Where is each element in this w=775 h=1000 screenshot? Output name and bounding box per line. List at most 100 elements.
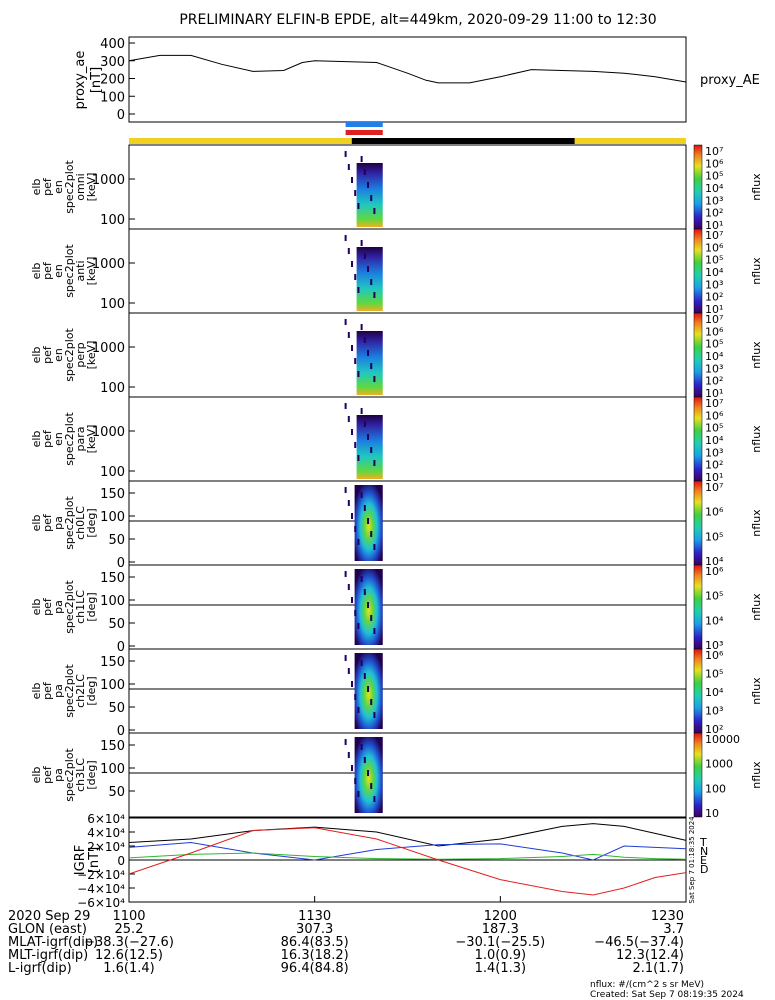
colorbar-tick-label: 10¹ bbox=[705, 387, 723, 400]
spectrogram-speckle bbox=[370, 699, 373, 705]
spectrogram-ylabel-line: elb bbox=[30, 431, 43, 448]
spectrogram-ytick-label: 100 bbox=[100, 510, 125, 525]
ephemeris-value: 1100 bbox=[112, 909, 145, 924]
spectrogram-ylabel-line: spec2plot bbox=[63, 328, 76, 382]
spectrogram-ytick-label: 1000 bbox=[92, 425, 125, 440]
igrf-line-N bbox=[128, 841, 687, 861]
colorbar-label: nflux bbox=[750, 257, 763, 285]
ephemeris-value: 12.3(12.4) bbox=[616, 948, 684, 963]
spectrogram-speckle bbox=[357, 791, 360, 797]
spectrogram-ytick-label: 150 bbox=[100, 739, 125, 754]
proxy-ae-ylabel: proxy_ae bbox=[73, 51, 88, 110]
colorbar-tick-label: 10³ bbox=[705, 278, 723, 291]
spectrogram-ytick-label: 100 bbox=[100, 213, 125, 228]
ephemeris-row-label: GLON (east) bbox=[8, 922, 87, 937]
colorbar bbox=[693, 480, 703, 566]
spectrogram-ylabel-line: spec2plot bbox=[63, 412, 76, 466]
spectrogram-speckle bbox=[360, 744, 363, 750]
spectrogram-data bbox=[356, 415, 383, 479]
colorbar-tick-label: 100 bbox=[705, 782, 726, 795]
ephemeris-value: 96.4(84.8) bbox=[281, 961, 349, 976]
spectrogram-ytick-label: 0 bbox=[117, 556, 125, 571]
colorbar-tick-label: 10⁴ bbox=[705, 686, 724, 699]
ephemeris-value: 307.3 bbox=[296, 922, 333, 937]
spectrogram-speckle bbox=[351, 345, 354, 351]
spectrogram-speckle bbox=[344, 235, 347, 241]
colorbar-tick-label: 10⁶ bbox=[705, 409, 724, 422]
spectrogram-ylabel-line: pa bbox=[52, 684, 65, 698]
spectrogram-ylabel-line: elb bbox=[30, 347, 43, 364]
colorbar-tick-label: 10² bbox=[705, 723, 723, 736]
igrf-ytick-label: −4×10⁴ bbox=[77, 882, 125, 896]
colorbar-tick-label: 10² bbox=[705, 375, 723, 388]
spectrogram-speckle bbox=[370, 531, 373, 537]
colorbar-tick-label: 10³ bbox=[705, 362, 723, 375]
spectrogram-data bbox=[356, 331, 383, 395]
spectrogram-speckle bbox=[347, 668, 350, 674]
spectrogram-speckle bbox=[357, 287, 360, 293]
spectrogram-ylabel-line: pef bbox=[41, 261, 54, 280]
spectrogram-ytick-label: 100 bbox=[100, 381, 125, 396]
spectrogram-ylabel-line: [deg] bbox=[85, 592, 98, 621]
colorbar-tick-label: 10⁷ bbox=[705, 397, 723, 410]
spectrogram-ytick-label: 100 bbox=[100, 678, 125, 693]
colorbar-tick-label: 10³ bbox=[705, 639, 723, 652]
spectrogram-speckle bbox=[373, 460, 376, 466]
spectrogram-speckle bbox=[347, 500, 350, 506]
spectrogram-ytick-label: 150 bbox=[100, 655, 125, 670]
science-zone-red-bar bbox=[345, 130, 383, 135]
colorbar-tick-label: 10¹ bbox=[705, 471, 723, 484]
colorbar-tick-label: 1000 bbox=[705, 758, 733, 771]
ephemeris-value: 1.4(1.3) bbox=[475, 961, 527, 976]
colorbar-label: nflux bbox=[750, 425, 763, 453]
spectrogram-speckle bbox=[373, 292, 376, 298]
colorbar-tick-label: 10 bbox=[705, 807, 719, 820]
spectrogram-ylabel-line: spec2plot bbox=[63, 664, 76, 718]
colorbar-tick-label: 10⁵ bbox=[705, 338, 723, 351]
science-zone-blue-bar bbox=[345, 122, 383, 127]
colorbar bbox=[693, 564, 703, 650]
spectrogram-panel: 1000100elbpefenspec2plotpara[keV]10⁷10⁶1… bbox=[30, 396, 763, 484]
colorbar-tick-label: 10¹ bbox=[705, 303, 723, 316]
spectrogram-ytick-label: 0 bbox=[117, 640, 125, 655]
spectrogram-ylabel-line: [keV] bbox=[85, 173, 98, 202]
spectrogram-ytick-label: 1000 bbox=[92, 257, 125, 272]
ephemeris-value: 1130 bbox=[298, 909, 331, 924]
spectrogram-ylabel-line: en bbox=[52, 264, 65, 278]
ephemeris-value: −46.5(−37.4) bbox=[594, 935, 684, 950]
spectrogram-frame bbox=[128, 564, 687, 650]
ephemeris-value: −30.1(−25.5) bbox=[455, 935, 545, 950]
spectrogram-ylabel-line: [keV] bbox=[85, 425, 98, 454]
spectrogram-speckle bbox=[347, 248, 350, 254]
colorbar-tick-label: 10⁵ bbox=[705, 170, 723, 183]
colorbar-tick-label: 10⁵ bbox=[705, 590, 723, 603]
proxy-ae-yunit: [nT] bbox=[89, 67, 104, 93]
spectrogram-speckle bbox=[347, 752, 350, 758]
ephemeris-row-label: 2020 Sep 29 bbox=[8, 909, 90, 924]
spectrogram-ytick-label: 100 bbox=[100, 465, 125, 480]
spectrogram-frame bbox=[128, 312, 687, 398]
spectrogram-speckle bbox=[363, 337, 366, 343]
spectrogram-speckle bbox=[354, 190, 357, 196]
spectrogram-panel: 1000100elbpefenspec2plotanti[keV]10⁷10⁶1… bbox=[30, 228, 763, 316]
colorbar-tick-label: 10⁵ bbox=[705, 422, 723, 435]
colorbar bbox=[693, 312, 703, 398]
colorbar-tick-label: 10⁶ bbox=[705, 649, 724, 662]
spectrogram-frame bbox=[128, 732, 687, 818]
spectrogram-ylabel-line: elb bbox=[30, 179, 43, 196]
spectrogram-speckle bbox=[360, 492, 363, 498]
spectrogram-speckle bbox=[373, 628, 376, 634]
spectrogram-speckle bbox=[344, 403, 347, 409]
proxy-ae-panel: 400 300 200 100 0 proxy_ae [nT] proxy_AE bbox=[73, 36, 760, 123]
colorbar-tick-label: 10⁴ bbox=[705, 350, 724, 363]
spectrogram-speckle bbox=[354, 694, 357, 700]
spectrogram-speckle bbox=[344, 151, 347, 157]
ephemeris-value: 25.2 bbox=[115, 922, 144, 937]
spectrogram-ylabel-line: spec2plot bbox=[63, 496, 76, 550]
spectrogram-ylabel-line: pa bbox=[52, 516, 65, 530]
colorbar bbox=[693, 396, 703, 482]
spectrogram-data bbox=[356, 247, 383, 311]
spectrogram-speckle bbox=[351, 681, 354, 687]
spectrogram-speckle bbox=[367, 350, 370, 356]
